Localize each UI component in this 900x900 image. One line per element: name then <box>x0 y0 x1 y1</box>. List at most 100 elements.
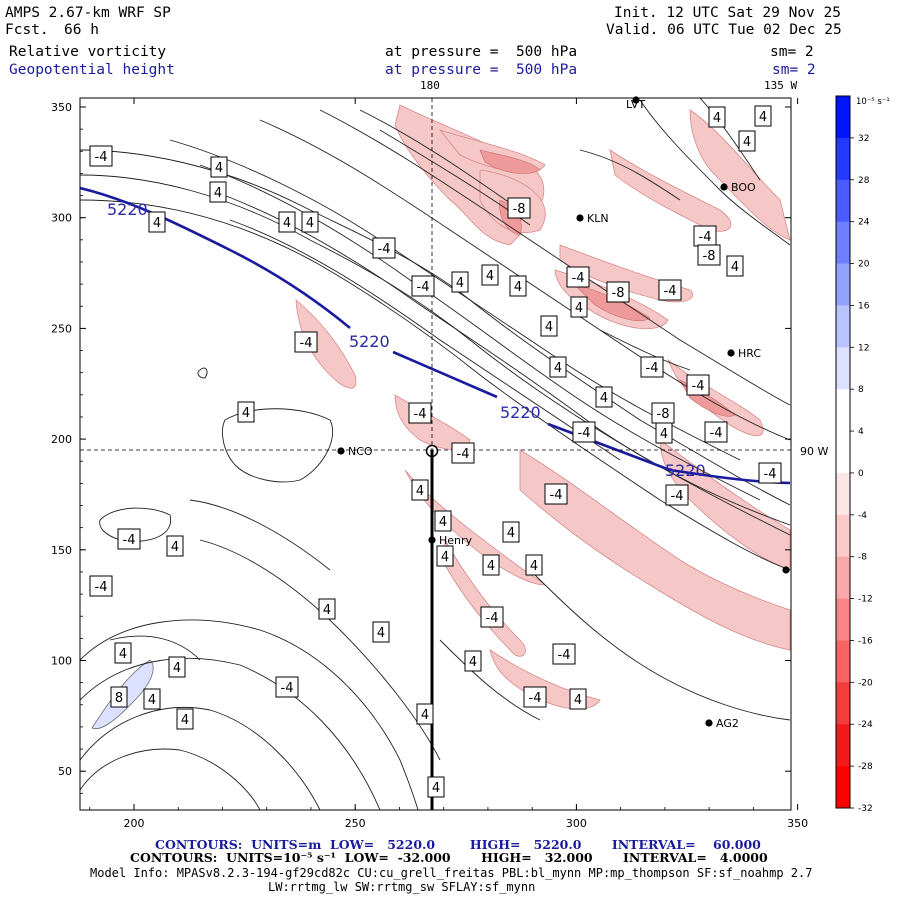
contour-label-box <box>176 708 194 730</box>
contour-label-text: -4 <box>699 230 712 245</box>
colorbar-swatch <box>836 221 850 265</box>
y-tick-label: 50 <box>58 765 72 778</box>
contour-label: 4 <box>372 621 390 643</box>
contour-label-box <box>210 156 228 178</box>
contour-label: -4 <box>693 225 717 247</box>
vorticity-contour-info: CONTOURS: UNITS=10⁻⁵ s⁻¹ LOW= -32.000 HI… <box>130 850 768 865</box>
forecast-hour: 66 h <box>64 22 99 38</box>
contour-label-box <box>434 510 452 532</box>
contour-label-text: 4 <box>530 559 538 574</box>
station-marker <box>720 183 728 191</box>
station-label: Henry <box>439 534 473 547</box>
contour-label-text: 4 <box>148 693 156 708</box>
contour-label-text: 4 <box>554 361 562 376</box>
contour-label-text: -8 <box>703 249 716 264</box>
contour-label-text: 4 <box>421 708 429 723</box>
contour-label-box <box>372 237 396 259</box>
contour-label-box <box>464 650 482 672</box>
contour-label-box <box>509 275 527 297</box>
colorbar-swatch <box>836 472 850 516</box>
contour-label-text: -4 <box>664 284 677 299</box>
contour-label-box <box>436 545 454 567</box>
height-contour-label: 5220 <box>500 403 541 422</box>
contour-label-box <box>738 130 756 152</box>
height-contour-label: 5220 <box>349 332 390 351</box>
contour-label-text: -8 <box>657 407 670 422</box>
contour-label: 4 <box>148 211 166 233</box>
contour-label-box <box>89 145 113 167</box>
contour-label: -4 <box>686 374 710 396</box>
contour-label-box <box>665 484 689 506</box>
station-marker <box>428 536 436 544</box>
contour-label-text: 4 <box>416 484 424 499</box>
contour-label: 4 <box>464 650 482 672</box>
contour-label: -4 <box>89 575 113 597</box>
colorbar-swatch <box>836 137 850 181</box>
model-title: AMPS 2.67-km WRF SP <box>5 5 171 21</box>
x-tick-label: 350 <box>787 817 808 830</box>
contour-label: 4 <box>301 211 319 233</box>
contour-label-box <box>595 386 613 408</box>
y-tick-label: 300 <box>51 212 72 225</box>
contour-label-box <box>168 656 186 678</box>
colorbar-label: -24 <box>858 720 873 730</box>
contour-label-box <box>278 211 296 233</box>
contour-label: -4 <box>117 528 141 550</box>
station-marker <box>337 447 345 455</box>
colorbar-swatch <box>836 640 850 683</box>
station-label: AG2 <box>716 717 739 730</box>
station-marker <box>782 566 790 574</box>
y-tick-label: 100 <box>51 655 72 668</box>
height-contour-label: 5220 <box>665 461 706 480</box>
contour-label: 4 <box>502 521 520 543</box>
colorbar-label: 16 <box>858 301 870 311</box>
contour-label: 4 <box>176 708 194 730</box>
contour-label-box <box>451 271 469 293</box>
contour-label: 4 <box>168 656 186 678</box>
contour-label-box <box>110 686 128 708</box>
colorbar-label: -20 <box>858 678 873 688</box>
station-marker <box>727 349 735 357</box>
contour-label-text: 4 <box>153 216 161 231</box>
contour-label-box <box>697 244 721 266</box>
contour-label: -4 <box>480 606 504 628</box>
contour-label: 8 <box>110 686 128 708</box>
x-tick-label: 300 <box>566 817 587 830</box>
field2-pressure: at pressure = 500 hPa <box>385 62 578 78</box>
contour-label: 4 <box>726 255 744 277</box>
contour-label-text: 4 <box>575 301 583 316</box>
contour-label-box <box>758 462 782 484</box>
station-label: KLN <box>587 212 609 225</box>
contour-label-box <box>549 356 567 378</box>
contour-label-text: -4 <box>710 426 723 441</box>
contour-label: 4 <box>114 642 132 664</box>
contour-label: 4 <box>708 106 726 128</box>
x-tick-label: 200 <box>124 817 145 830</box>
contour-label: -4 <box>372 237 396 259</box>
lon-label-135w: 135 W <box>764 79 798 92</box>
contour-label-box <box>726 255 744 277</box>
contour-label-text: 8 <box>115 691 123 706</box>
colorbar-label: 0 <box>858 469 864 479</box>
contour-label: -8 <box>697 244 721 266</box>
colorbar-swatch <box>836 724 850 767</box>
contour-label-text: 4 <box>323 603 331 618</box>
contour-label: -4 <box>408 402 432 424</box>
station-boo: BOO <box>720 181 756 194</box>
colorbar-swatch <box>836 514 850 558</box>
contour-label-text: 4 <box>545 320 553 335</box>
contour-label-box <box>566 266 590 288</box>
contour-label-text: 4 <box>456 276 464 291</box>
vorticity-map: 20025030035040045035030025020015010050 5… <box>51 95 890 830</box>
colorbar-unit: 10⁻⁵ s⁻¹ <box>856 97 890 107</box>
contour-label-text: 4 <box>507 526 515 541</box>
contour-label-box <box>114 642 132 664</box>
contour-label: 4 <box>569 688 587 710</box>
contour-label-text: 4 <box>377 626 385 641</box>
contour-label-text: -4 <box>692 379 705 394</box>
contour-label-text: -4 <box>378 242 391 257</box>
contour-label-text: -4 <box>550 488 563 503</box>
station-label: HRC <box>738 347 761 360</box>
contour-label-text: 4 <box>242 406 250 421</box>
